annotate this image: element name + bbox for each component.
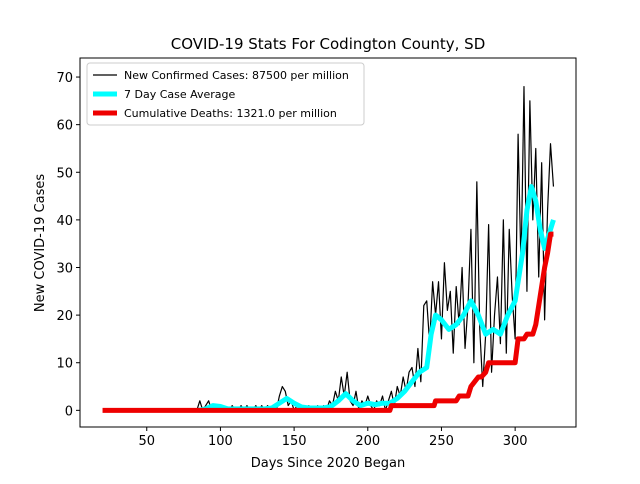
y-tick-label: 40 bbox=[56, 214, 73, 229]
legend-label: 7 Day Case Average bbox=[124, 88, 236, 101]
y-axis-label: New COVID-19 Cases bbox=[33, 174, 48, 312]
x-tick-label: 50 bbox=[138, 434, 155, 449]
y-tick-label: 50 bbox=[56, 166, 73, 181]
x-tick-label: 100 bbox=[208, 434, 233, 449]
y-tick-label: 10 bbox=[56, 357, 73, 372]
y-tick-label: 60 bbox=[56, 119, 73, 134]
y-tick-label: 20 bbox=[56, 309, 73, 324]
x-tick-label: 150 bbox=[282, 434, 307, 449]
plot-frame bbox=[79, 57, 577, 428]
y-tick-label: 30 bbox=[56, 261, 73, 276]
legend-label: Cumulative Deaths: 1321.0 per million bbox=[124, 107, 337, 120]
legend-label: New Confirmed Cases: 87500 per million bbox=[124, 69, 349, 82]
y-tick-label: 0 bbox=[65, 404, 73, 419]
x-axis-label: Days Since 2020 Began bbox=[251, 456, 406, 471]
series-line bbox=[102, 231, 554, 413]
x-tick-label: 250 bbox=[429, 434, 454, 449]
y-tick-label: 70 bbox=[56, 71, 73, 86]
chart-title: COVID-19 Stats For Codington County, SD bbox=[171, 35, 486, 53]
x-tick-label: 300 bbox=[503, 434, 528, 449]
x-tick-label: 200 bbox=[355, 434, 380, 449]
legend-box bbox=[86, 62, 365, 126]
